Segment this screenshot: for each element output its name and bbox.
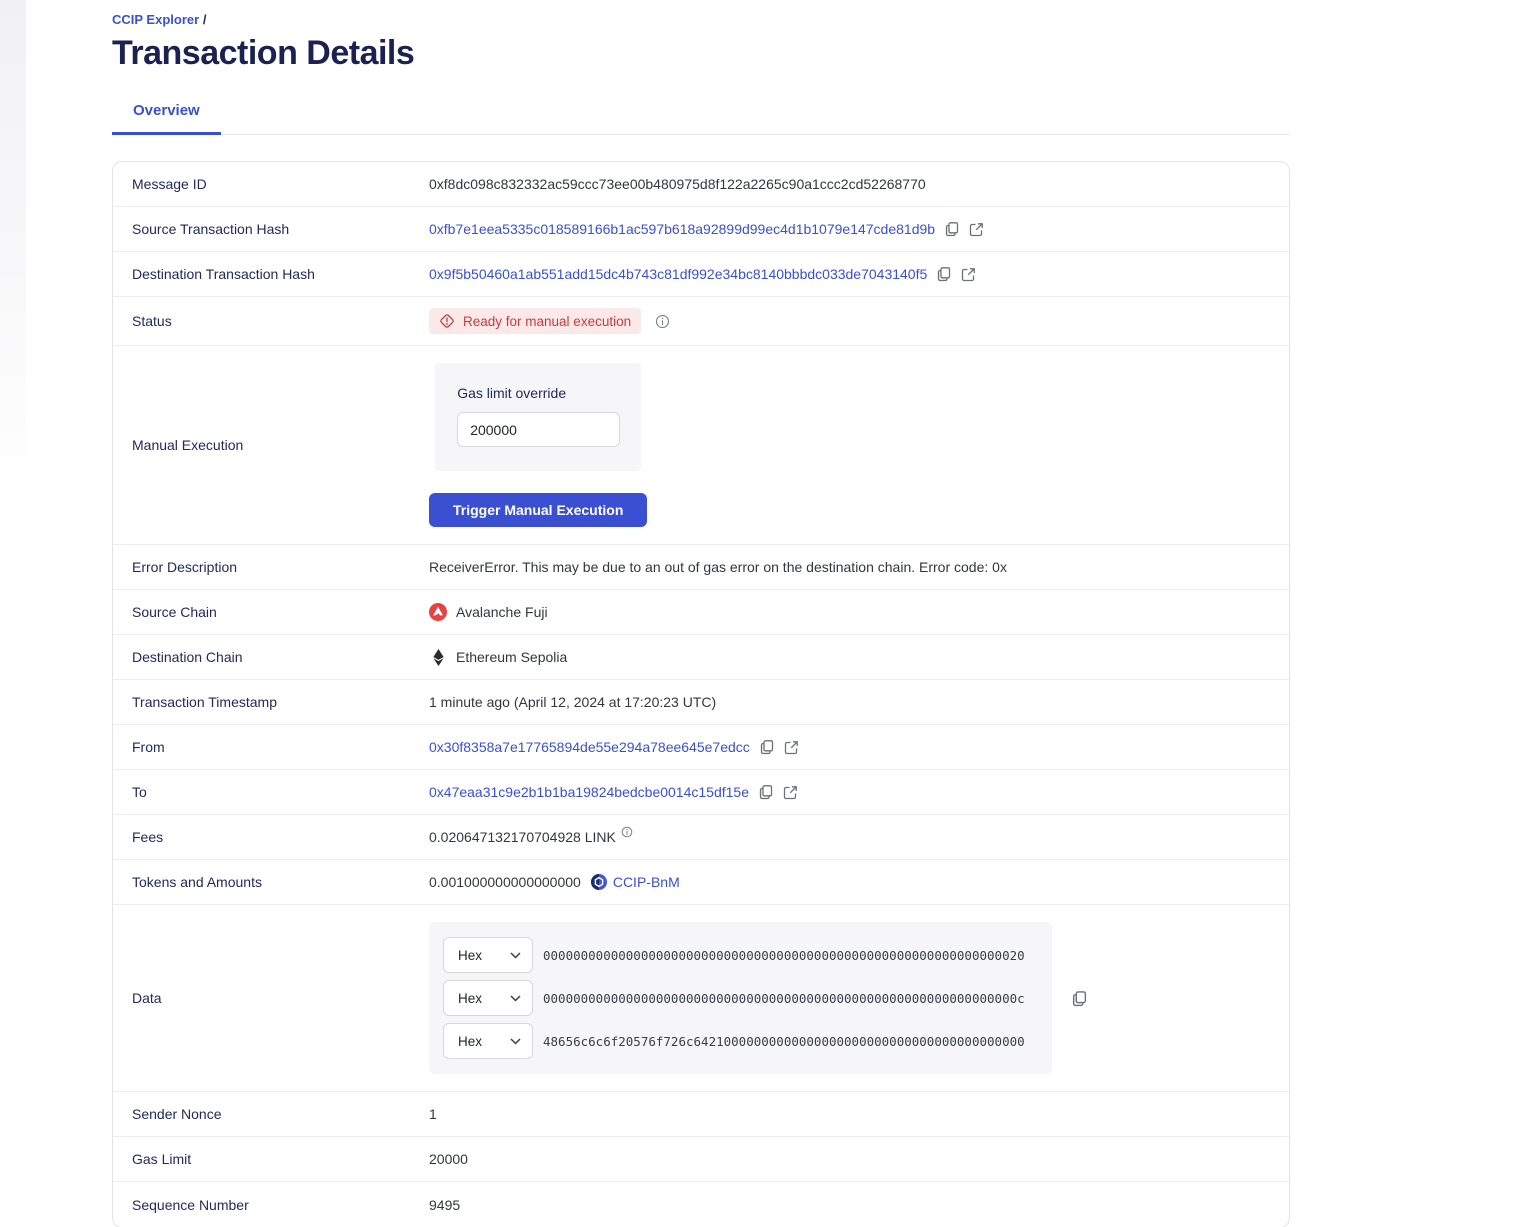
row-destination-chain: Destination Chain Ethereum Sepolia xyxy=(113,635,1289,680)
content: CCIP Explorer / Transaction Details Over… xyxy=(112,0,1290,1227)
sequence-number-value: 9495 xyxy=(429,1196,461,1213)
data-format-selected-value: Hex xyxy=(458,947,483,963)
sequence-number-label: Sequence Number xyxy=(132,1196,249,1213)
transaction-timestamp-value: 1 minute ago (April 12, 2024 at 17:20:23… xyxy=(429,694,717,710)
gas-limit-label: Gas Limit xyxy=(132,1151,192,1167)
avalanche-icon xyxy=(429,603,447,621)
trigger-manual-execution-button[interactable]: Trigger Manual Execution xyxy=(429,493,648,527)
warning-diamond-icon xyxy=(439,313,455,329)
page-title: Transaction Details xyxy=(112,34,415,72)
copy-icon[interactable] xyxy=(944,221,960,237)
data-hex-panel: Hex 000000000000000000000000000000000000… xyxy=(429,922,1052,1074)
row-tokens-and-amounts: Tokens and Amounts 0.001000000000000000 … xyxy=(113,860,1289,905)
data-line: Hex 48656c6c6f20576f726c6421000000000000… xyxy=(443,1023,1052,1059)
data-line: Hex 000000000000000000000000000000000000… xyxy=(443,980,1052,1016)
gas-limit-override-input[interactable] xyxy=(457,412,621,447)
row-source-transaction-hash: Source Transaction Hash 0xfb7e1eea5335c0… xyxy=(113,207,1289,252)
data-format-selected-value: Hex xyxy=(458,1033,483,1049)
data-format-select[interactable]: Hex xyxy=(443,937,533,973)
destination-chain-label: Destination Chain xyxy=(132,649,243,665)
ccip-bnm-token-link[interactable]: CCIP-BnM xyxy=(612,874,680,890)
copy-icon[interactable] xyxy=(1071,990,1088,1007)
fees-label: Fees xyxy=(132,829,164,845)
source-chain-label: Source Chain xyxy=(132,604,217,620)
data-format-selected-value: Hex xyxy=(458,990,483,1006)
data-line: Hex 000000000000000000000000000000000000… xyxy=(443,937,1052,973)
row-status: Status Ready for manual execution xyxy=(113,297,1289,346)
token-amount: 0.001000000000000000 xyxy=(429,874,581,890)
status-badge: Ready for manual execution xyxy=(429,308,642,334)
gas-limit-override-panel: Gas limit override xyxy=(435,363,642,471)
dest-tx-hash-link[interactable]: 0x9f5b50460a1ab551add15dc4b743c81df992e3… xyxy=(429,266,928,282)
from-address-link[interactable]: 0x30f8358a7e17765894de55e294a78ee645e7ed… xyxy=(429,739,750,755)
copy-icon[interactable] xyxy=(936,266,952,282)
external-link-icon[interactable] xyxy=(783,785,798,800)
message-id-value: 0xf8dc098c832332ac59ccc73ee00b480975d8f1… xyxy=(429,176,926,192)
row-destination-transaction-hash: Destination Transaction Hash 0x9f5b50460… xyxy=(113,252,1289,297)
chevron-down-icon xyxy=(510,1037,521,1045)
row-manual-execution: Manual Execution Gas limit override Trig… xyxy=(113,346,1289,545)
external-link-icon[interactable] xyxy=(784,740,799,755)
data-format-select[interactable]: Hex xyxy=(443,1023,533,1059)
message-id-label: Message ID xyxy=(132,176,207,192)
error-description-label: Error Description xyxy=(132,559,238,575)
data-format-select[interactable]: Hex xyxy=(443,980,533,1016)
gas-limit-value: 20000 xyxy=(429,1151,468,1167)
gas-limit-override-label: Gas limit override xyxy=(457,385,567,401)
chevron-down-icon xyxy=(510,994,521,1002)
row-to: To 0x47eaa31c9e2b1b1ba19824bedcbe0014c15… xyxy=(113,770,1289,815)
info-icon[interactable] xyxy=(621,826,633,838)
tab-overview[interactable]: Overview xyxy=(112,102,221,135)
destination-chain-value: Ethereum Sepolia xyxy=(456,649,568,665)
tokens-and-amounts-label: Tokens and Amounts xyxy=(132,874,262,890)
data-hex-line: 0000000000000000000000000000000000000000… xyxy=(543,947,1025,963)
row-sender-nonce: Sender Nonce 1 xyxy=(113,1092,1289,1137)
breadcrumb: CCIP Explorer / xyxy=(112,0,1290,27)
breadcrumb-separator: / xyxy=(202,12,207,27)
row-error-description: Error Description ReceiverError. This ma… xyxy=(113,545,1289,590)
chevron-down-icon xyxy=(510,951,521,959)
ethereum-icon xyxy=(429,648,447,666)
breadcrumb-link-ccip-explorer[interactable]: CCIP Explorer xyxy=(112,12,200,27)
status-badge-text: Ready for manual execution xyxy=(463,313,632,329)
row-data: Data Hex 0000000000000000000000000000000… xyxy=(113,905,1289,1092)
error-description-value: ReceiverError. This may be due to an out… xyxy=(429,559,1007,575)
to-label: To xyxy=(132,784,147,800)
to-address-link[interactable]: 0x47eaa31c9e2b1b1ba19824bedcbe0014c15df1… xyxy=(429,784,749,800)
external-link-icon[interactable] xyxy=(961,267,976,282)
sender-nonce-label: Sender Nonce xyxy=(132,1106,222,1122)
row-source-chain: Source Chain Avalanche Fuji xyxy=(113,590,1289,635)
row-transaction-timestamp: Transaction Timestamp 1 minute ago (Apri… xyxy=(113,680,1289,725)
manual-execution-label: Manual Execution xyxy=(132,437,244,453)
row-message-id: Message ID 0xf8dc098c832332ac59ccc73ee00… xyxy=(113,162,1289,207)
source-tx-hash-link[interactable]: 0xfb7e1eea5335c018589166b1ac597b618a9289… xyxy=(429,221,936,237)
from-label: From xyxy=(132,739,165,755)
row-from: From 0x30f8358a7e17765894de55e294a78ee64… xyxy=(113,725,1289,770)
data-label: Data xyxy=(132,990,162,1006)
info-icon[interactable] xyxy=(655,314,670,329)
tab-bar: Overview xyxy=(112,102,1290,135)
transaction-details-card: Message ID 0xf8dc098c832332ac59ccc73ee00… xyxy=(112,161,1290,1227)
row-gas-limit: Gas Limit 20000 xyxy=(113,1137,1289,1182)
page-edge-shading xyxy=(0,0,26,640)
sender-nonce-value: 1 xyxy=(429,1106,437,1122)
external-link-icon[interactable] xyxy=(969,222,984,237)
copy-icon[interactable] xyxy=(759,739,775,755)
transaction-timestamp-label: Transaction Timestamp xyxy=(132,694,277,710)
source-tx-hash-label: Source Transaction Hash xyxy=(132,221,290,237)
data-hex-line: 48656c6c6f20576f726c64210000000000000000… xyxy=(543,1033,1025,1049)
source-chain-value: Avalanche Fuji xyxy=(456,604,548,620)
ccip-bnm-token-icon xyxy=(590,874,607,890)
row-sequence-number: Sequence Number 9495 xyxy=(113,1182,1289,1227)
copy-icon[interactable] xyxy=(758,784,774,800)
row-fees: Fees 0.020647132170704928 LINK xyxy=(113,815,1289,860)
status-label: Status xyxy=(132,313,172,329)
fees-value: 0.020647132170704928 LINK xyxy=(429,829,616,845)
data-hex-line: 0000000000000000000000000000000000000000… xyxy=(543,990,1025,1006)
dest-tx-hash-label: Destination Transaction Hash xyxy=(132,266,315,282)
